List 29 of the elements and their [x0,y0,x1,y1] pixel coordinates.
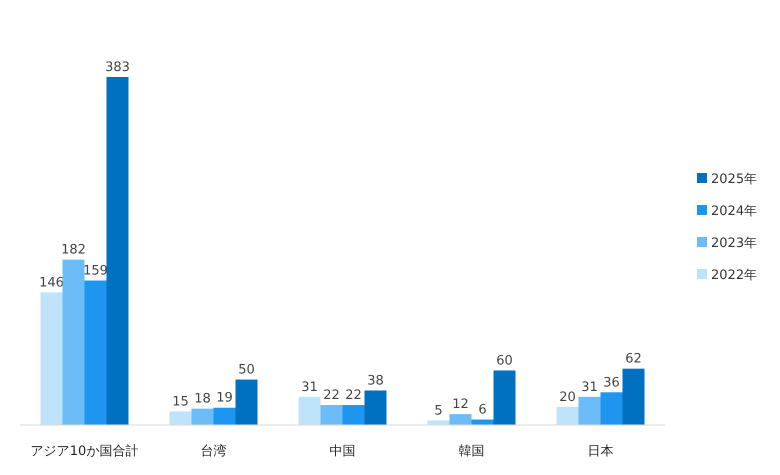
x-tick-label: 中国 [330,444,356,459]
data-label: 36 [603,375,620,390]
legend-label: 2025年 [711,172,758,187]
data-label: 38 [367,373,384,388]
data-label: 159 [83,264,108,279]
data-label: 50 [238,362,255,378]
data-label: 15 [172,394,189,410]
data-label: 5 [434,403,443,418]
data-label: 146 [39,275,64,290]
data-label: 22 [323,388,340,404]
data-label: 12 [452,397,469,412]
data-label: 182 [61,242,86,258]
data-label: 19 [216,390,233,406]
data-label: 20 [559,390,576,405]
data-label: 62 [625,352,642,367]
data-label: 31 [301,380,318,395]
legend-label: 2022年 [711,268,758,283]
data-label: 18 [194,392,211,407]
data-label: 22 [345,388,362,404]
x-tick-label: 日本 [588,444,614,459]
legend-label: 2024年 [711,204,758,219]
data-label: 383 [105,60,130,75]
data-label: 6 [478,402,487,418]
data-label: 60 [496,353,513,368]
data-label: 31 [581,380,598,395]
x-tick-label: 韓国 [458,444,484,459]
legend-label: 2023年 [711,236,758,251]
x-tick-label: アジア10か国合計 [30,444,138,459]
x-tick-label: 台湾 [200,443,226,459]
